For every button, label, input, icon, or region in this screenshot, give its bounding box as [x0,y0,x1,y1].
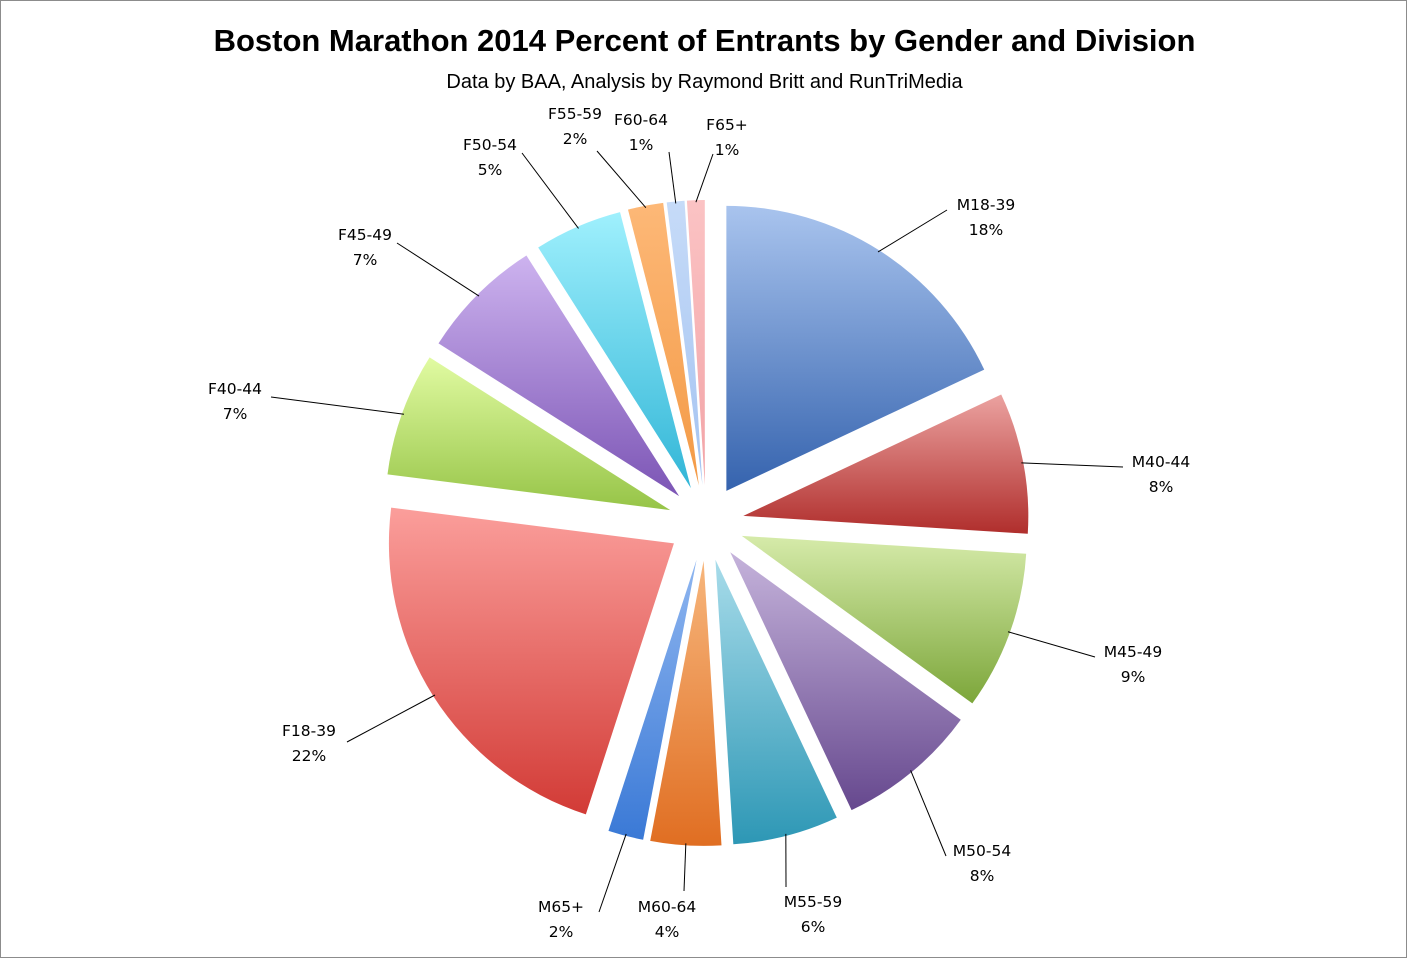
chart-title: Boston Marathon 2014 Percent of Entrants… [213,23,1196,58]
pie-slice-m40-44 [743,394,1029,534]
slice-label-m40-44: M40-44 [1132,453,1190,471]
leader-line-f50-54 [521,152,579,229]
chart-subtitle: Data by BAA, Analysis by Raymond Britt a… [446,71,963,93]
slice-label-f40-44: F40-44 [208,380,262,398]
pie-slice-m45-49 [741,535,1027,704]
pie-slice-m18-39 [726,205,985,491]
slice-value-f60-64: 1% [629,136,654,154]
pie-slice-f45-49 [438,255,680,497]
slice-label-f60-64: F60-64 [614,111,668,129]
slice-label-f18-39: F18-39 [282,722,336,740]
leader-line-m18-39 [877,209,948,253]
slice-value-f55-59: 2% [563,130,588,148]
leader-line-f18-39 [346,694,436,743]
pie-slice-f50-54 [538,212,691,489]
pie-slice-f60-64 [666,200,703,486]
leader-line-m60-64 [683,843,687,892]
pie-slice-f55-59 [628,202,699,486]
pie-slice-m60-64 [650,560,722,846]
leader-line-f40-44 [270,396,405,415]
slice-value-m60-64: 4% [655,923,680,941]
slice-label-m18-39: M18-39 [957,196,1015,214]
leader-line-f55-59 [596,150,647,209]
slice-value-f50-54: 5% [478,161,503,179]
pie-slice-m50-54 [730,552,961,811]
slice-value-f45-49: 7% [353,251,378,269]
leader-line-m65plus [598,833,627,913]
slice-label-f50-54: F50-54 [463,136,517,154]
slice-label-f65plus: F65+ [706,116,748,134]
pie-slice-m65plus [608,559,697,840]
slice-value-m18-39: 18% [969,221,1003,239]
slice-label-m50-54: M50-54 [953,842,1011,860]
slice-label-m65plus: M65+ [538,898,584,916]
slice-label-m55-59: M55-59 [784,893,842,911]
slice-value-f40-44: 7% [223,405,248,423]
slice-value-m55-59: 6% [801,918,826,936]
pie-slice-f40-44 [387,357,671,511]
slice-value-m45-49: 9% [1121,668,1146,686]
leader-line-f65plus [695,153,714,203]
slice-label-m60-64: M60-64 [638,898,696,916]
slice-value-m65plus: 2% [549,923,574,941]
pie-slice-m55-59 [715,559,837,845]
leader-line-m45-49 [1007,631,1096,658]
leader-line-m40-44 [1021,462,1124,468]
slice-label-m45-49: M45-49 [1104,643,1162,661]
leader-line-f60-64 [668,151,677,204]
slice-value-m40-44: 8% [1149,478,1174,496]
leader-line-f45-49 [396,242,480,297]
leader-line-m50-54 [910,770,947,857]
slice-value-m50-54: 8% [970,867,995,885]
slice-label-f45-49: F45-49 [338,226,392,244]
pie-slice-f65plus [686,200,705,486]
slice-value-f65plus: 1% [715,141,740,159]
slice-label-f55-59: F55-59 [548,105,602,123]
pie-slice-f18-39 [388,507,674,815]
slice-value-f18-39: 22% [292,747,326,765]
